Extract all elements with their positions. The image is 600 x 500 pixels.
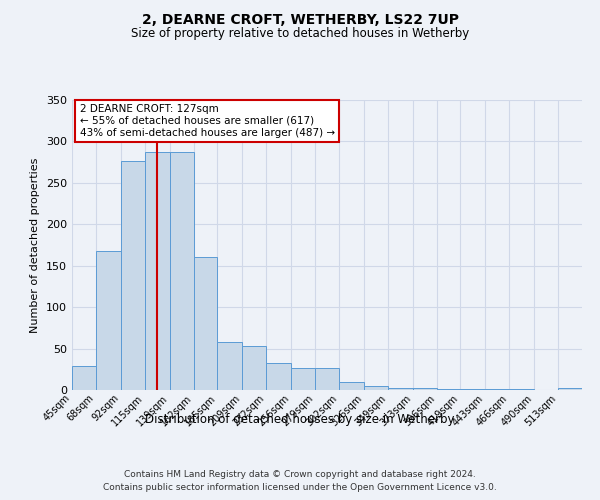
Bar (364, 386, 388, 390)
Bar (485, 389, 509, 390)
Bar (266, 364, 291, 390)
Text: Contains public sector information licensed under the Open Government Licence v3: Contains public sector information licen… (103, 482, 497, 492)
Bar (413, 388, 437, 390)
Bar (194, 256, 217, 390)
Bar (96, 251, 121, 390)
Text: 2, DEARNE CROFT, WETHERBY, LS22 7UP: 2, DEARNE CROFT, WETHERBY, LS22 7UP (142, 12, 458, 26)
Bar (291, 368, 315, 390)
Bar (315, 368, 339, 390)
Bar (145, 152, 170, 390)
Bar (72, 366, 96, 390)
Bar (217, 342, 242, 390)
Text: Size of property relative to detached houses in Wetherby: Size of property relative to detached ho… (131, 28, 469, 40)
Bar (242, 346, 266, 390)
Text: Distribution of detached houses by size in Wetherby: Distribution of detached houses by size … (145, 412, 455, 426)
Bar (339, 382, 364, 390)
Text: Contains HM Land Registry data © Crown copyright and database right 2024.: Contains HM Land Registry data © Crown c… (124, 470, 476, 479)
Bar (558, 388, 582, 390)
Bar (121, 162, 145, 390)
Text: 2 DEARNE CROFT: 127sqm
← 55% of detached houses are smaller (617)
43% of semi-de: 2 DEARNE CROFT: 127sqm ← 55% of detached… (80, 104, 335, 138)
Bar (170, 152, 194, 390)
Bar (460, 389, 485, 390)
Bar (388, 388, 413, 390)
Bar (509, 389, 534, 390)
Bar (437, 389, 460, 390)
Y-axis label: Number of detached properties: Number of detached properties (31, 158, 40, 332)
